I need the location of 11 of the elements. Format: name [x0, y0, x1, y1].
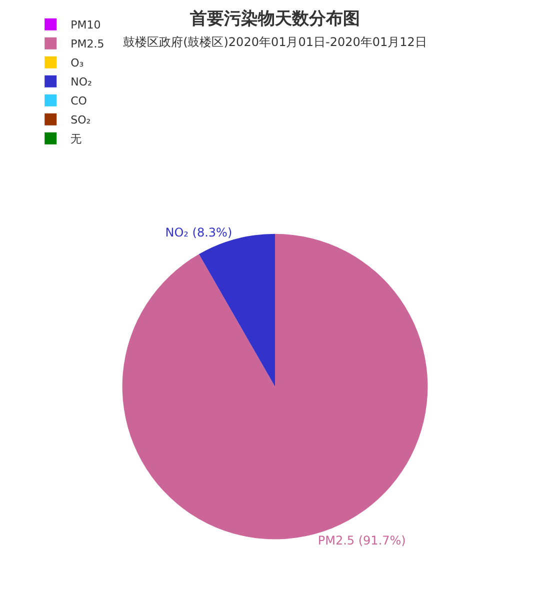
data-label: PM2.5 (91.7%) — [318, 534, 406, 548]
text: 鼓楼区政府(鼓楼区)2020年01月01日-2020年01月12日 — [123, 35, 427, 50]
legend-label: O₃ — [70, 56, 84, 70]
legend-label: PM10 — [70, 18, 101, 32]
legend-label: SO₂ — [70, 114, 91, 127]
legend-label: 无 — [70, 132, 82, 146]
legend-label: CO — [70, 94, 88, 108]
legend-label: NO₂ — [70, 76, 92, 89]
legend-label: PM2.5 — [70, 38, 104, 51]
data-label: NO₂ (8.3%) — [165, 226, 232, 240]
chart-title: 首要污染物天数分布图 — [189, 9, 360, 29]
